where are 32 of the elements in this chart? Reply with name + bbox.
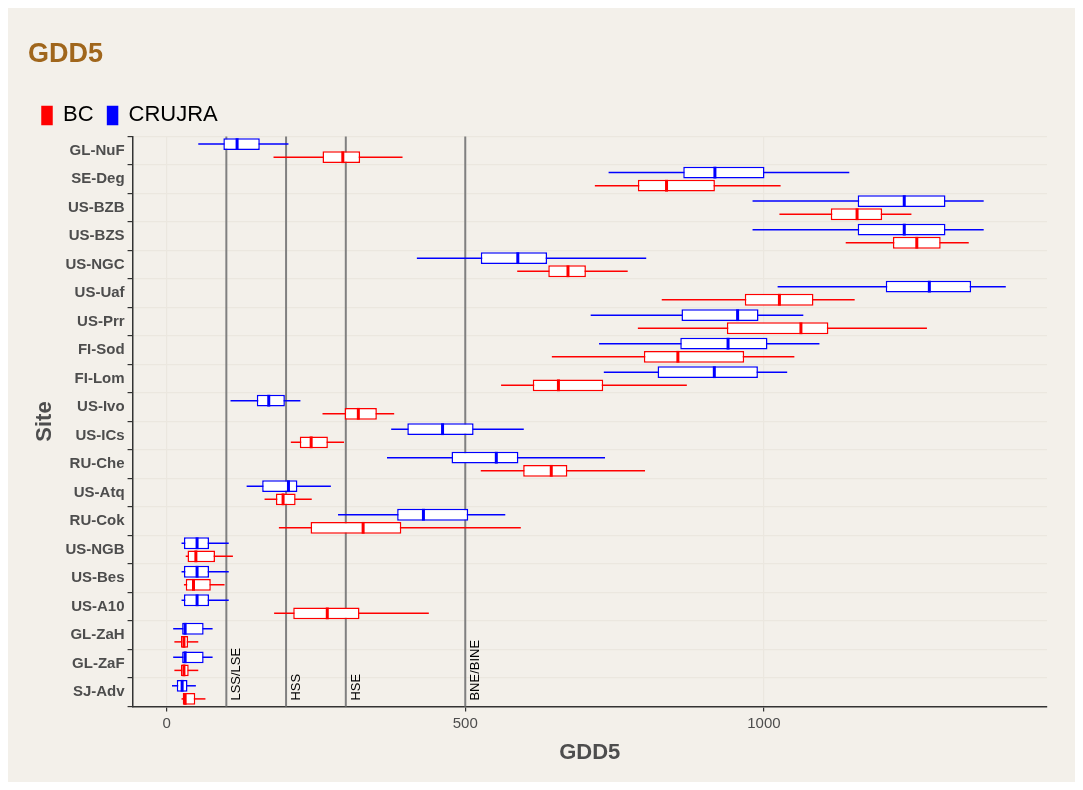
y-tick-label: US-Atq [73, 482, 125, 500]
legend-label: BC [63, 101, 94, 127]
y-tick-label: GL-ZaH [70, 625, 125, 643]
y-tick-label: US-ICs [75, 425, 125, 443]
y-tick-label: SE-Deg [71, 169, 125, 187]
y-tick-label: FI-Sod [77, 340, 125, 358]
ref-line-label: HSS [288, 673, 304, 701]
y-tick-label: SJ-Adv [72, 682, 126, 700]
y-tick-label: GL-ZaF [72, 653, 125, 671]
y-tick-label: US-Ivo [77, 397, 125, 415]
y-tick-label: US-NGC [65, 254, 125, 272]
chart-title: GDD5 [28, 37, 104, 68]
y-tick-label: RU-Cok [69, 511, 126, 529]
y-tick-label: US-Prr [77, 311, 125, 329]
x-tick-label: 500 [452, 713, 478, 731]
y-tick-label: US-BZS [68, 226, 125, 244]
y-tick-label: RU-Che [69, 454, 125, 472]
y-tick-label: US-BZB [67, 197, 125, 215]
y-tick-label: US-Uaf [74, 283, 126, 301]
y-axis-title: Site [31, 401, 57, 442]
ref-line-label: BNE/BINE [467, 639, 483, 701]
x-tick-label: 0 [162, 713, 171, 731]
y-tick-label: US-A10 [71, 596, 125, 614]
y-tick-label: US-Bes [71, 568, 125, 586]
x-axis-title: GDD5 [559, 738, 621, 764]
ref-line-label: LSS/LSE [228, 647, 244, 701]
y-tick-label: US-NGB [65, 539, 125, 557]
legend-label: CRUJRA [128, 101, 219, 127]
y-tick-label: GL-NuF [69, 140, 125, 158]
x-tick-label: 1000 [747, 713, 781, 731]
y-tick-label: FI-Lom [74, 368, 125, 386]
ref-line-label: HSE [347, 673, 363, 701]
